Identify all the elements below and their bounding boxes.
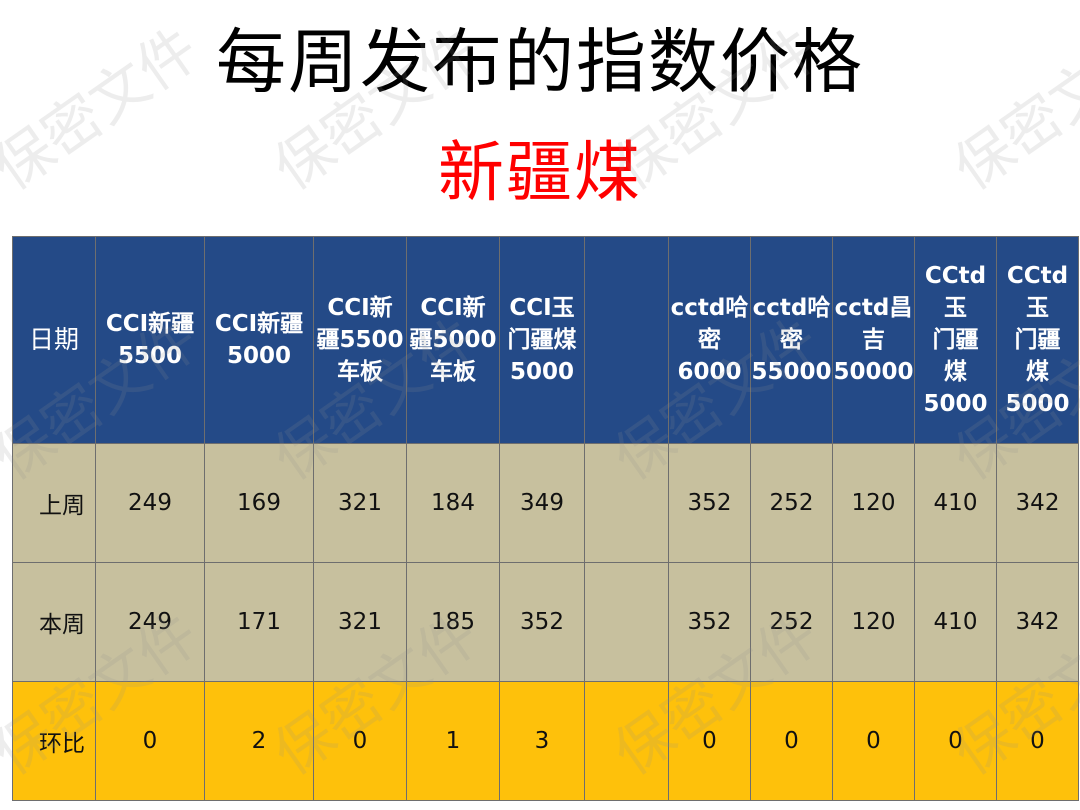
table-cell: 2: [204, 681, 314, 801]
header-cell-empty: [584, 236, 669, 444]
table-cell: 169: [204, 443, 314, 563]
table-cell: 352: [668, 443, 751, 563]
table-cell: 342: [996, 562, 1079, 682]
table-cell: 410: [914, 443, 997, 563]
table-cell: 184: [406, 443, 500, 563]
table-cell: 252: [750, 443, 833, 563]
page-title: 每周发布的指数价格: [216, 21, 864, 103]
header-cell: CCtd玉 门疆 煤 5000: [914, 236, 997, 444]
table-cell: 171: [204, 562, 314, 682]
header-cell: CCI新 疆5000 车板: [406, 236, 500, 444]
table-cell: 0: [95, 681, 205, 801]
table-cell: 410: [914, 562, 997, 682]
table-cell: 185: [406, 562, 500, 682]
header-row: 日期 CCI新疆 5500 CCI新疆 5000 CCI新 疆5500 车板 C…: [12, 236, 1079, 444]
table-cell: 120: [832, 562, 915, 682]
table-row-week-change: 环比 0 2 0 1 3 0 0 0 0 0: [12, 681, 1079, 801]
table-cell: 1: [406, 681, 500, 801]
row-label: 环比: [12, 681, 96, 801]
table-cell: 0: [914, 681, 997, 801]
table-cell: [584, 562, 669, 682]
table-cell: [584, 443, 669, 563]
header-cell: CCI新疆 5500: [95, 236, 205, 444]
row-label: 本周: [12, 562, 96, 682]
table-cell: 349: [499, 443, 585, 563]
table-row-this-week: 本周 249 171 321 185 352 352 252 120 410 3…: [12, 562, 1079, 682]
table-cell: 249: [95, 443, 205, 563]
table-cell: 342: [996, 443, 1079, 563]
table-cell: 321: [313, 562, 407, 682]
table-cell: 0: [996, 681, 1079, 801]
header-cell: cctd哈 密 55000: [750, 236, 833, 444]
header-cell-date: 日期: [12, 236, 96, 444]
table-cell: [584, 681, 669, 801]
header-cell: cctd昌 吉 50000: [832, 236, 915, 444]
table-cell: 0: [313, 681, 407, 801]
header-cell: CCI新疆 5000: [204, 236, 314, 444]
table-cell: 321: [313, 443, 407, 563]
table-cell: 120: [832, 443, 915, 563]
header-cell: CCI玉 门疆煤 5000: [499, 236, 585, 444]
price-index-table: 日期 CCI新疆 5500 CCI新疆 5000 CCI新 疆5500 车板 C…: [12, 236, 1079, 801]
table-cell: 352: [499, 562, 585, 682]
table-cell: 249: [95, 562, 205, 682]
table-cell: 352: [668, 562, 751, 682]
table-cell: 0: [832, 681, 915, 801]
table-cell: 3: [499, 681, 585, 801]
header-cell: cctd哈 密 6000: [668, 236, 751, 444]
row-label: 上周: [12, 443, 96, 563]
table-cell: 0: [668, 681, 751, 801]
table-cell: 0: [750, 681, 833, 801]
header-cell: CCtd玉 门疆 煤 5000: [996, 236, 1079, 444]
header-cell: CCI新 疆5500 车板: [313, 236, 407, 444]
table-cell: 252: [750, 562, 833, 682]
page-subtitle: 新疆煤: [438, 134, 642, 211]
table-row-last-week: 上周 249 169 321 184 349 352 252 120 410 3…: [12, 443, 1079, 563]
